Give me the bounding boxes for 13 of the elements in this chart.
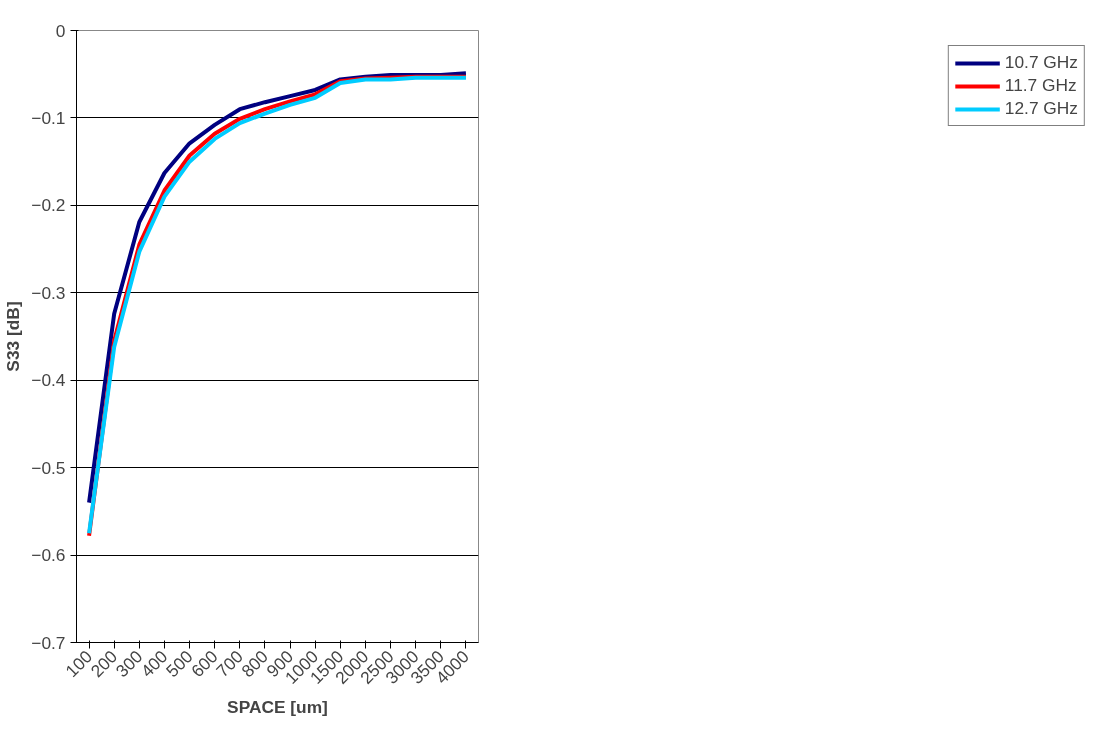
- y-axis-title: S33 [dB]: [3, 301, 24, 372]
- x-axis-title: SPACE [um]: [227, 697, 328, 718]
- legend-label: 12.7 GHz: [1004, 98, 1078, 119]
- y-tick-label: −0.3: [31, 282, 66, 303]
- y-tick-label: −0.2: [31, 195, 66, 216]
- y-tick-label: −0.6: [31, 545, 66, 566]
- y-tick-label: 0: [55, 20, 66, 41]
- y-tick-label: −0.4: [31, 370, 66, 391]
- legend-label: 11.7 GHz: [1004, 75, 1077, 96]
- y-tick-label: −0.5: [31, 457, 66, 478]
- y-tick-label: −0.1: [31, 107, 66, 128]
- legend-label: 10.7 GHz: [1004, 52, 1078, 73]
- y-tick-label: −0.7: [31, 632, 66, 653]
